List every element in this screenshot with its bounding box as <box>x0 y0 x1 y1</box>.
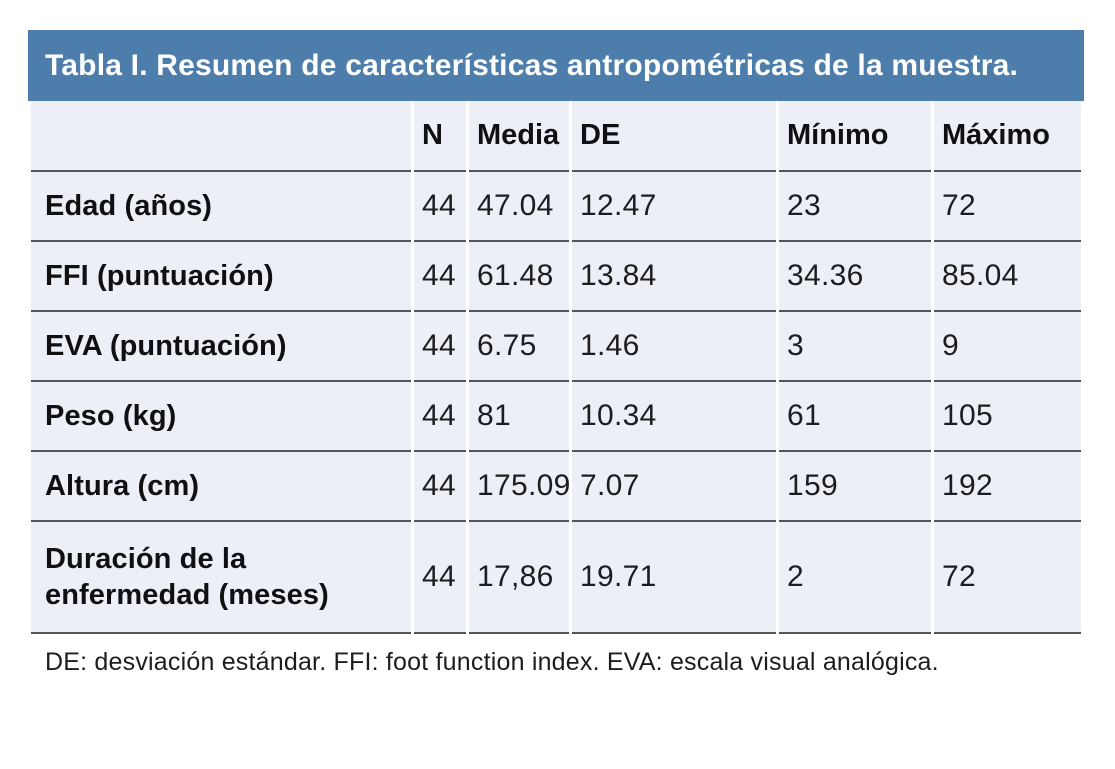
col-header-n: N <box>414 101 466 172</box>
cell-media: 61.48 <box>469 242 569 312</box>
cell-maximo: 9 <box>934 312 1081 382</box>
col-header-maximo: Máximo <box>934 101 1081 172</box>
cell-n: 44 <box>414 522 466 634</box>
table-row: Altura (cm) 44 175.09 7.07 159 192 <box>31 452 1081 522</box>
col-header-de: DE <box>572 101 776 172</box>
row-label: Altura (cm) <box>31 452 411 522</box>
cell-n: 44 <box>414 172 466 242</box>
row-label: FFI (puntuación) <box>31 242 411 312</box>
table-row: Duración de la enfermedad (meses) 44 17,… <box>31 522 1081 634</box>
cell-media: 81 <box>469 382 569 452</box>
cell-maximo: 105 <box>934 382 1081 452</box>
anthropometric-table: N Media DE Mínimo Máximo Edad (años) 44 … <box>28 101 1084 634</box>
cell-de: 1.46 <box>572 312 776 382</box>
cell-maximo: 192 <box>934 452 1081 522</box>
cell-de: 13.84 <box>572 242 776 312</box>
cell-minimo: 159 <box>779 452 931 522</box>
cell-minimo: 2 <box>779 522 931 634</box>
cell-n: 44 <box>414 452 466 522</box>
cell-media: 6.75 <box>469 312 569 382</box>
cell-media: 175.09 <box>469 452 569 522</box>
table-footnote: DE: desviación estándar. FFI: foot funct… <box>45 648 939 676</box>
table-row: Peso (kg) 44 81 10.34 61 105 <box>31 382 1081 452</box>
cell-de: 12.47 <box>572 172 776 242</box>
row-label: EVA (puntuación) <box>31 312 411 382</box>
row-label: Peso (kg) <box>31 382 411 452</box>
cell-maximo: 72 <box>934 172 1081 242</box>
cell-minimo: 34.36 <box>779 242 931 312</box>
col-header-label <box>31 101 411 172</box>
cell-de: 7.07 <box>572 452 776 522</box>
cell-n: 44 <box>414 312 466 382</box>
cell-minimo: 61 <box>779 382 931 452</box>
cell-media: 47.04 <box>469 172 569 242</box>
table-row: FFI (puntuación) 44 61.48 13.84 34.36 85… <box>31 242 1081 312</box>
cell-de: 10.34 <box>572 382 776 452</box>
cell-media: 17,86 <box>469 522 569 634</box>
cell-maximo: 72 <box>934 522 1081 634</box>
table-row: Edad (años) 44 47.04 12.47 23 72 <box>31 172 1081 242</box>
cell-de: 19.71 <box>572 522 776 634</box>
row-label: Duración de la enfermedad (meses) <box>31 522 411 634</box>
cell-n: 44 <box>414 382 466 452</box>
header-row: N Media DE Mínimo Máximo <box>31 101 1081 172</box>
table-row: EVA (puntuación) 44 6.75 1.46 3 9 <box>31 312 1081 382</box>
cell-minimo: 23 <box>779 172 931 242</box>
cell-minimo: 3 <box>779 312 931 382</box>
col-header-minimo: Mínimo <box>779 101 931 172</box>
cell-maximo: 85.04 <box>934 242 1081 312</box>
table-title: Tabla I. Resumen de características antr… <box>28 30 1084 101</box>
cell-n: 44 <box>414 242 466 312</box>
row-label: Edad (años) <box>31 172 411 242</box>
col-header-media: Media <box>469 101 569 172</box>
